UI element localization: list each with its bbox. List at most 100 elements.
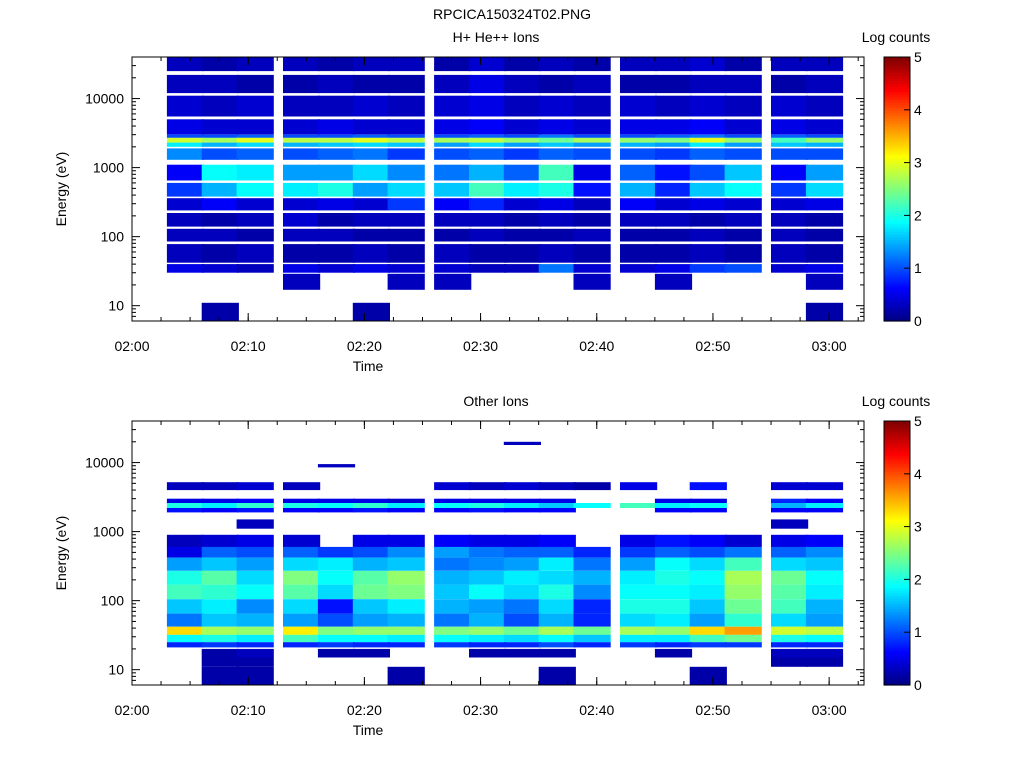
heat-cell-p0-b14-t9 — [503, 264, 541, 273]
heat-cell-p0-b12-t9 — [503, 228, 541, 242]
colorbar-step-1 — [884, 642, 910, 646]
colorbar-step-0 — [884, 99, 910, 103]
heat-cell-p1-b13-t13 — [654, 613, 693, 627]
heat-cell-p1-b7-t3 — [283, 534, 321, 547]
heat-cell-p1-b16-t1 — [201, 642, 239, 648]
heat-cell-p1-b14-t10 — [538, 626, 576, 635]
heat-cell-p0-b8-t9 — [503, 164, 541, 181]
heat-cell-p0-b1-t16 — [771, 74, 809, 94]
heat-cell-p0-b10-t13 — [654, 198, 693, 211]
heat-cell-p1-b16-t11 — [573, 642, 611, 648]
colorbar-step-1 — [884, 611, 910, 615]
heat-cell-p0-b5-t2 — [236, 137, 274, 143]
heat-cell-p1-b8-t11 — [573, 546, 611, 558]
heat-cell-p0-b4-t14 — [689, 134, 727, 138]
colorbar-step-0 — [884, 178, 910, 182]
colorbar-step-1 — [884, 582, 910, 586]
colorbar-step-1 — [884, 447, 910, 451]
heat-cell-p0-b0-t13 — [654, 57, 693, 72]
x-tick-label-0-3: 02:30 — [463, 338, 498, 354]
colorbar-step-1 — [884, 619, 910, 623]
colorbar-step-1 — [884, 671, 910, 676]
heat-cell-p0-b6-t8 — [469, 142, 507, 147]
colorbar-step-0 — [884, 59, 910, 63]
colorbar-step-1 — [884, 428, 910, 433]
heat-cell-p1-b4-t8 — [469, 503, 507, 508]
heat-cell-p0-b7-t0 — [166, 148, 205, 160]
colorbar-step-0 — [884, 109, 910, 114]
heat-cell-p1-b11-t15 — [724, 584, 762, 600]
colorbar-step-1 — [884, 558, 910, 562]
heat-cell-p1-b13-t8 — [469, 613, 507, 627]
heat-cell-p1-b7-t14 — [689, 534, 727, 547]
heat-cell-p1-b12-t1 — [201, 599, 239, 614]
heat-cell-p1-b8-t7 — [434, 546, 472, 558]
heat-cell-p1-b15-t13 — [654, 634, 693, 643]
heat-cell-p1-b8-t4 — [317, 546, 356, 558]
colorbar-step-0 — [884, 165, 910, 169]
heat-cell-p1-b7-t16 — [771, 534, 809, 547]
colorbar-step-0 — [884, 265, 910, 269]
colorbar-step-1 — [884, 518, 910, 522]
heat-cell-p0-b9-t4 — [317, 182, 356, 197]
heat-cell-p1-b16-t15 — [724, 642, 762, 648]
heat-cell-p0-b0-t16 — [771, 57, 809, 72]
heat-cell-p1-b18-t16 — [771, 657, 809, 667]
heat-cell-p1-b9-t15 — [724, 557, 762, 571]
colorbar-step-1 — [884, 587, 910, 591]
colorbar-step-0 — [884, 130, 910, 135]
y-tick-label-0-0: 10 — [108, 298, 124, 314]
heat-cell-p0-b0-t3 — [283, 57, 321, 72]
colorbar-step-1 — [884, 479, 910, 483]
heat-cell-p1-b10-t17 — [805, 570, 844, 585]
colorbar-step-1 — [884, 500, 910, 504]
heat-cell-p1-b17-t17 — [805, 648, 844, 658]
x-tick-label-1-0: 02:00 — [114, 702, 149, 718]
colorbar-step-1 — [884, 679, 910, 683]
heat-cell-p0-b8-t7 — [434, 164, 472, 181]
colorbar-step-0 — [884, 302, 910, 306]
heat-cell-p0-b12-t10 — [538, 228, 576, 242]
heat-cell-p0-b0-t8 — [469, 57, 507, 72]
heat-cell-p1-b5-t5 — [352, 508, 390, 513]
heat-cell-p1-b15-t3 — [283, 634, 321, 643]
heat-cell-p1-b9-t4 — [317, 557, 356, 571]
heat-cell-p1-b15-t8 — [469, 634, 507, 643]
heat-cell-p1-b14-t9 — [503, 626, 541, 635]
x-tick-label-1-2: 02:20 — [347, 702, 382, 718]
heat-cell-p1-b17-t4 — [317, 648, 356, 658]
heat-cell-p0-b2-t7 — [434, 95, 472, 117]
heat-cell-p1-b9-t16 — [771, 557, 809, 571]
heat-cell-p0-b7-t15 — [724, 148, 762, 160]
heat-cell-p0-b4-t11 — [573, 134, 611, 138]
heat-cell-p1-b9-t5 — [352, 557, 390, 571]
colorbar-step-0 — [884, 225, 910, 230]
heat-cell-p1-b17-t9 — [503, 648, 541, 658]
heat-cell-p0-b2-t11 — [573, 95, 611, 117]
heat-cell-p0-b9-t6 — [387, 182, 425, 197]
heat-cell-p0-b6-t14 — [689, 142, 727, 147]
heat-cell-p1-b5-t16 — [771, 508, 809, 513]
heat-cell-p0-b12-t13 — [654, 228, 693, 242]
colorbar-tick-label-1-3: 3 — [914, 519, 922, 535]
colorbar-step-1 — [884, 600, 910, 604]
heat-cell-p1-b5-t17 — [805, 508, 844, 513]
heat-cell-p1-b11-t1 — [201, 584, 239, 600]
heat-cell-p1-b11-t9 — [503, 584, 541, 600]
heat-cell-p0-b2-t10 — [538, 95, 576, 117]
heat-cell-p0-b6-t13 — [654, 142, 693, 147]
heat-cell-p1-b9-t2 — [236, 557, 274, 571]
heat-cell-p1-b5-t3 — [283, 508, 321, 513]
heat-cell-p1-b7-t1 — [201, 534, 239, 547]
heat-cell-p0-b3-t14 — [689, 119, 727, 135]
heat-cell-p1-b9-t9 — [503, 557, 541, 571]
heat-cell-p1-b5-t9 — [503, 508, 541, 513]
x-tick-label-1-1: 02:10 — [231, 702, 266, 718]
colorbar-step-0 — [884, 249, 910, 253]
colorbar-step-0 — [884, 72, 910, 77]
heat-cell-p1-b15-t9 — [503, 634, 541, 643]
heat-cell-p0-b11-t8 — [469, 213, 507, 227]
x-tick-label-0-4: 02:40 — [579, 338, 614, 354]
heat-cell-p1-b14-t1 — [201, 626, 239, 635]
